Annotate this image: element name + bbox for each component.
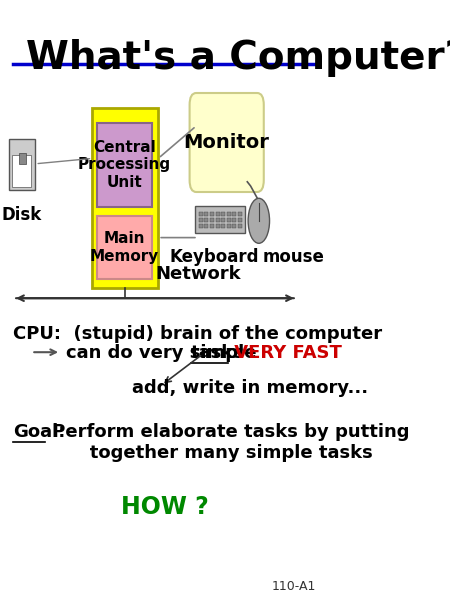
Text: 110-A1: 110-A1 — [272, 580, 316, 593]
FancyBboxPatch shape — [238, 212, 242, 216]
FancyBboxPatch shape — [97, 216, 152, 279]
FancyBboxPatch shape — [233, 212, 236, 216]
Text: What's a Computer?: What's a Computer? — [27, 39, 450, 77]
FancyBboxPatch shape — [227, 218, 231, 222]
FancyBboxPatch shape — [204, 212, 208, 216]
Text: Main
Memory: Main Memory — [90, 231, 159, 263]
Text: Keyboard: Keyboard — [170, 248, 259, 266]
Text: Goal:: Goal: — [13, 423, 66, 441]
FancyBboxPatch shape — [233, 218, 236, 222]
FancyBboxPatch shape — [216, 218, 220, 222]
Text: Perform elaborate tasks by putting
       together many simple tasks: Perform elaborate tasks by putting toget… — [46, 423, 410, 462]
FancyBboxPatch shape — [210, 218, 214, 222]
FancyBboxPatch shape — [204, 218, 208, 222]
Text: Disk: Disk — [1, 206, 41, 224]
FancyBboxPatch shape — [210, 212, 214, 216]
FancyBboxPatch shape — [199, 224, 203, 228]
Text: mouse: mouse — [262, 248, 324, 266]
Text: Central
Processing
Unit: Central Processing Unit — [78, 140, 171, 190]
FancyBboxPatch shape — [9, 139, 35, 190]
FancyBboxPatch shape — [227, 212, 231, 216]
Text: Network: Network — [155, 265, 241, 283]
FancyBboxPatch shape — [221, 218, 225, 222]
FancyBboxPatch shape — [233, 224, 236, 228]
FancyBboxPatch shape — [221, 224, 225, 228]
FancyBboxPatch shape — [216, 212, 220, 216]
FancyBboxPatch shape — [210, 224, 214, 228]
Text: tasks: tasks — [191, 344, 244, 362]
FancyBboxPatch shape — [204, 224, 208, 228]
FancyBboxPatch shape — [92, 108, 158, 288]
Text: add, write in memory...: add, write in memory... — [132, 379, 368, 397]
FancyBboxPatch shape — [221, 212, 225, 216]
FancyBboxPatch shape — [195, 206, 245, 233]
FancyBboxPatch shape — [199, 212, 203, 216]
Text: Monitor: Monitor — [184, 133, 270, 152]
FancyBboxPatch shape — [238, 218, 242, 222]
FancyBboxPatch shape — [97, 123, 152, 207]
FancyBboxPatch shape — [19, 153, 26, 164]
FancyBboxPatch shape — [216, 224, 220, 228]
Text: HOW ?: HOW ? — [121, 495, 209, 519]
FancyBboxPatch shape — [199, 218, 203, 222]
FancyBboxPatch shape — [238, 224, 242, 228]
FancyBboxPatch shape — [189, 93, 264, 192]
Text: can do very simple: can do very simple — [66, 344, 263, 362]
Text: CPU:  (stupid) brain of the computer: CPU: (stupid) brain of the computer — [13, 325, 382, 343]
Text: VERY FAST: VERY FAST — [228, 344, 342, 362]
FancyBboxPatch shape — [12, 155, 32, 187]
Ellipse shape — [248, 198, 270, 244]
FancyBboxPatch shape — [227, 224, 231, 228]
